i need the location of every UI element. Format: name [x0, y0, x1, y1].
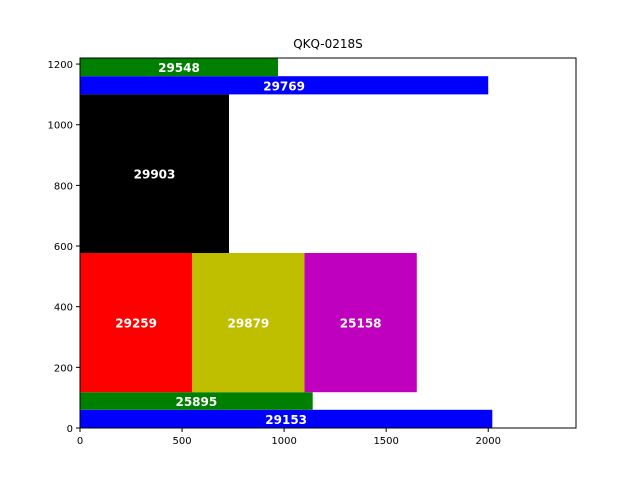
bar-29903: [80, 94, 230, 254]
bar-label-25158: 25158: [340, 317, 382, 331]
chart-title: QKQ-0218S: [293, 37, 363, 51]
y-tick-label: 1200: [48, 60, 73, 71]
y-tick-label: 1000: [48, 121, 73, 132]
bar-25158: [304, 253, 417, 393]
x-tick-label: 2000: [476, 436, 501, 447]
x-tick-label: 1000: [271, 436, 296, 447]
y-tick-label: 400: [54, 303, 73, 314]
bar-label-29769: 29769: [263, 79, 305, 93]
x-tick-label: 1500: [373, 436, 398, 447]
bar-label-29879: 29879: [228, 317, 270, 331]
bar-label-25895: 25895: [175, 395, 217, 409]
bar-labels-group: 29153 25895 29259 29879 25158 29903 29769 29548: [115, 61, 381, 427]
bar-25895: [80, 392, 313, 410]
bar-29153: [80, 409, 493, 428]
y-tick-label: 800: [54, 181, 73, 192]
bar-label-29903: 29903: [134, 168, 176, 182]
bar-29769: [80, 76, 489, 95]
x-axis: 0 500 1000 1500 2000: [77, 428, 501, 447]
bar-29879: [192, 253, 305, 393]
bars-group: [80, 58, 493, 428]
y-tick-label: 200: [54, 363, 73, 374]
plot-frame: [79, 57, 577, 429]
bar-label-29548: 29548: [158, 61, 200, 75]
x-tick-label: 0: [77, 436, 83, 447]
y-tick-label: 0: [67, 424, 73, 435]
y-axis: 0 200 400 600 800 1000 1200: [48, 60, 80, 435]
x-tick-label: 500: [173, 436, 192, 447]
bar-label-29259: 29259: [115, 317, 157, 331]
y-tick-label: 600: [54, 242, 73, 253]
bar-29548: [80, 58, 278, 77]
bar-label-29153: 29153: [265, 413, 307, 427]
bar-29259: [80, 253, 193, 393]
